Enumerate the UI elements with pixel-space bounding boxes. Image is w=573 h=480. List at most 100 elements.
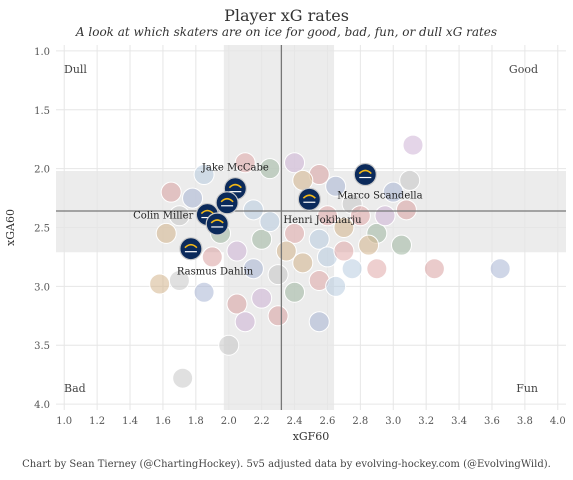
team-point — [242, 199, 264, 221]
x-tick-label: 2.8 — [352, 416, 368, 427]
team-point — [333, 240, 355, 262]
grid-lines — [56, 45, 566, 410]
x-tick-label: 1.0 — [56, 416, 72, 427]
x-tick-label: 2.6 — [319, 416, 335, 427]
x-tick-label: 1.6 — [155, 416, 171, 427]
team-point — [172, 367, 194, 389]
y-tick-label: 4.0 — [34, 400, 50, 411]
x-tick-label: 1.8 — [188, 416, 204, 427]
team-point — [218, 334, 240, 356]
player-label: Henri Jokiharju — [283, 215, 362, 226]
player-badge-accent — [184, 243, 198, 249]
y-tick-label: 3.5 — [34, 341, 50, 352]
team-point — [395, 199, 417, 221]
axis-ticks: 1.0 1.2 1.4 1.6 1.8 2.0 2.2 2.4 2.6 2.8 3.0 3.2 3.4 3… — [34, 47, 566, 427]
y-tick-label: 1.5 — [34, 106, 50, 117]
chart-caption: Chart by Sean Tierney (@ChartingHockey).… — [22, 459, 551, 470]
player-badge-accent — [200, 209, 214, 215]
y-tick-label: 2.5 — [34, 224, 50, 235]
player-badge-accent — [302, 194, 316, 199]
player-point — [215, 191, 239, 215]
y-tick-label: 3.0 — [34, 282, 50, 293]
player-label: Colin Miller — [133, 211, 193, 222]
player-point — [179, 237, 203, 261]
team-point — [292, 252, 314, 274]
team-point — [160, 181, 182, 203]
quadrant-label-fun: Fun — [516, 382, 538, 395]
team-point — [308, 311, 330, 333]
player-badge — [179, 237, 203, 261]
x-tick-label: 1.2 — [89, 416, 105, 427]
player-badge-accent — [358, 169, 372, 175]
player-badge — [297, 187, 321, 211]
player-badge-accent — [210, 219, 224, 224]
x-tick-label: 4.0 — [550, 416, 566, 427]
chart-subtitle: A look at which skaters are on ice for g… — [75, 25, 498, 39]
player-badge — [205, 212, 229, 236]
x-tick-label: 3.6 — [484, 416, 500, 427]
team-point — [358, 234, 380, 256]
y-tick-label: 2.0 — [34, 165, 50, 176]
team-point — [399, 169, 421, 191]
player-label: Jake McCabe — [201, 163, 269, 174]
team-point — [402, 134, 424, 156]
team-point — [267, 305, 289, 327]
team-point — [333, 217, 355, 238]
team-point — [251, 287, 273, 309]
team-point — [325, 275, 347, 297]
team-point — [382, 181, 404, 203]
team-point — [325, 175, 347, 197]
player-badge — [215, 191, 239, 215]
team-point — [292, 169, 314, 191]
x-tick-label: 3.2 — [418, 416, 434, 427]
player-point — [205, 212, 229, 236]
player-point — [297, 187, 321, 211]
team-point — [423, 258, 445, 280]
chart-labels: Jake McCabe Marco Scandella Henri Jokiharj… — [4, 63, 538, 443]
team-point — [284, 152, 306, 174]
player-badge-accent — [220, 197, 234, 203]
x-tick-label: 3.8 — [517, 416, 533, 427]
quadrant-label-bad: Bad — [64, 382, 86, 395]
highlighted-players — [179, 162, 377, 261]
team-point — [234, 152, 256, 174]
quadrant-label-good: Good — [509, 63, 538, 76]
team-point — [226, 240, 248, 262]
team-point — [374, 205, 396, 227]
y-tick-label: 1.0 — [34, 47, 50, 58]
x-tick-label: 1.4 — [122, 416, 138, 427]
team-point — [251, 228, 273, 250]
team-point — [267, 264, 289, 286]
quadrant-label-dull: Dull — [64, 63, 87, 76]
team-point — [242, 258, 264, 280]
team-point — [366, 258, 388, 280]
team-point — [201, 246, 223, 268]
team-point — [193, 281, 215, 303]
team-point — [149, 273, 171, 295]
x-axis-title: xGF60 — [293, 430, 330, 443]
x-tick-label: 2.0 — [221, 416, 237, 427]
team-point — [489, 258, 511, 280]
player-badge-accent — [228, 183, 242, 189]
team-point — [155, 222, 177, 244]
team-point — [259, 211, 281, 233]
x-tick-label: 3.0 — [385, 416, 401, 427]
team-point — [390, 234, 412, 256]
player-badge — [353, 162, 377, 187]
x-tick-label: 2.2 — [254, 416, 270, 427]
team-point — [341, 258, 363, 280]
team-point — [226, 293, 248, 315]
team-point — [182, 187, 204, 209]
x-tick-label: 2.4 — [287, 416, 303, 427]
team-point — [275, 240, 297, 262]
reference-lines — [56, 45, 566, 410]
team-point — [308, 228, 330, 250]
y-axis-title: xGA60 — [4, 209, 17, 246]
team-point — [234, 311, 256, 333]
player-point — [353, 162, 377, 187]
chart-title: Player xG rates — [224, 6, 349, 25]
team-point — [193, 164, 215, 186]
team-point — [284, 281, 306, 303]
team-point — [259, 158, 281, 180]
